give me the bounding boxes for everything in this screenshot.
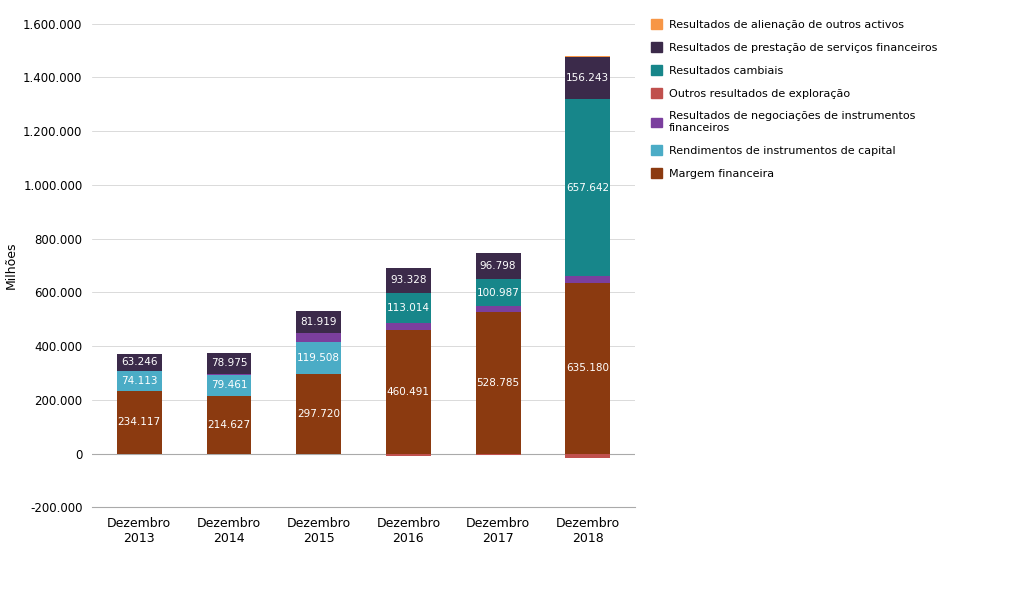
Bar [207,374,251,375]
Bar [565,57,610,100]
Text: 63.246: 63.246 [121,358,158,368]
Text: 78.975: 78.975 [211,358,247,368]
Text: 297.720: 297.720 [297,409,340,419]
Text: 657.642: 657.642 [566,183,609,193]
Bar [207,353,251,374]
Bar [565,100,610,276]
Text: 93.328: 93.328 [390,276,427,285]
Bar [296,373,341,454]
Text: 113.014: 113.014 [387,303,430,313]
Bar [386,454,431,455]
Bar [117,371,162,391]
Bar [207,396,251,454]
Y-axis label: Milhões: Milhões [4,242,17,289]
Bar [565,276,610,283]
Bar [476,253,520,279]
Bar [476,306,520,312]
Bar [117,354,162,371]
Text: 74.113: 74.113 [121,376,158,386]
Bar [296,342,341,373]
Text: 81.919: 81.919 [300,317,337,327]
Text: 635.180: 635.180 [566,363,609,373]
Text: 460.491: 460.491 [387,387,430,396]
Bar [386,268,431,293]
Text: 119.508: 119.508 [297,353,340,363]
Bar [296,312,341,333]
Text: 79.461: 79.461 [211,381,247,390]
Bar [476,279,520,306]
Bar [386,323,431,330]
Bar [476,312,520,454]
Text: 156.243: 156.243 [566,73,609,83]
Text: 100.987: 100.987 [476,287,519,297]
Bar [565,283,610,454]
Bar [565,454,610,458]
Text: 214.627: 214.627 [208,420,251,430]
Text: 234.117: 234.117 [118,417,161,427]
Text: 96.798: 96.798 [480,261,516,271]
Bar [207,375,251,396]
Bar [476,454,520,455]
Text: 528.785: 528.785 [476,378,519,388]
Bar [296,333,341,342]
Bar [386,330,431,454]
Bar [117,391,162,454]
Legend: Resultados de alienação de outros activos, Resultados de prestação de serviços f: Resultados de alienação de outros activo… [651,19,937,179]
Bar [386,293,431,323]
